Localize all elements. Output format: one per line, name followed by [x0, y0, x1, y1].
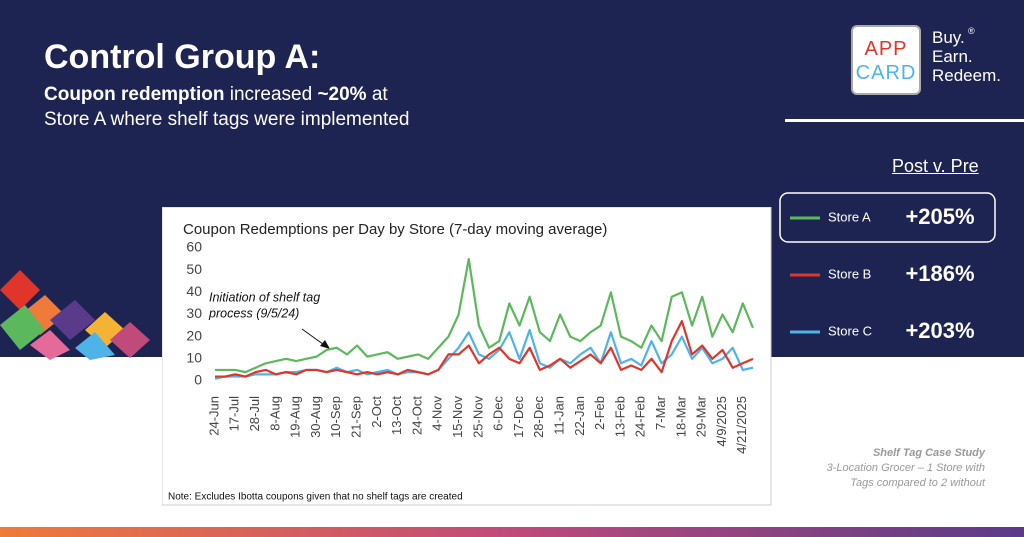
annotation: Initiation of shelf tag	[209, 290, 320, 304]
title: Control Group A:	[44, 38, 321, 76]
x-tick-label: 10-Sep	[328, 396, 343, 438]
x-tick-label: 4-Nov	[430, 396, 445, 431]
x-tick-label: 17-Jul	[227, 396, 242, 432]
x-tick-label: 29-Mar	[694, 395, 709, 437]
highlight-box	[779, 192, 996, 243]
x-tick-label: 22-Jan	[572, 396, 587, 436]
tagline-line: Earn.	[932, 47, 973, 66]
chart-title: Coupon Redemptions per Day by Store (7-d…	[183, 221, 607, 238]
x-tick-label: 17-Dec	[511, 396, 526, 438]
x-tick-label: 24-Jun	[206, 396, 221, 436]
x-tick-label: 21-Sep	[349, 396, 364, 438]
y-tick-label: 50	[186, 261, 202, 277]
y-tick-label: 20	[186, 327, 202, 343]
summary: Store A +205% Store B +186% Store C +203%	[779, 192, 996, 343]
x-tick-label: 15-Nov	[450, 396, 465, 438]
tagline: Buy. Earn. Redeem.	[932, 28, 1001, 85]
arrow-head	[320, 340, 330, 349]
subtitle-part: increased	[224, 84, 318, 105]
x-tick-label: 13-Oct	[389, 396, 404, 435]
footer-title: Shelf Tag Case Study	[872, 447, 985, 459]
footer-line: 3-Location Grocer – 1 Store with	[826, 462, 985, 474]
x-tick-label: 11-Jan	[552, 396, 567, 435]
tagline-line: Buy.	[932, 28, 965, 47]
y-tick-label: 40	[186, 283, 202, 299]
chart: Coupon Redemptions per Day by Store (7-d…	[162, 207, 772, 506]
chart-note: Note: Excludes Ibotta coupons given that…	[168, 492, 463, 503]
series-line	[215, 320, 754, 378]
x-tick-label: 6-Dec	[491, 396, 506, 431]
footer-note: Shelf Tag Case Study 3-Location Grocer –…	[827, 446, 985, 491]
divider	[785, 119, 1024, 122]
x-tick-label: 24-Oct	[409, 396, 424, 435]
series-line	[215, 257, 754, 374]
x-tick-label: 25-Nov	[470, 396, 485, 438]
x-tick-label: 24-Feb	[633, 396, 648, 437]
y-tick-label: 0	[194, 372, 202, 388]
y-tick-label: 10	[186, 350, 202, 366]
logo-line: CARD	[855, 62, 917, 84]
x-tick-label: 7-Mar	[653, 395, 668, 430]
subtitle-part: Coupon redemption	[44, 84, 225, 105]
x-tick-label: 19-Aug	[288, 396, 303, 438]
legend-label: Store C	[828, 323, 872, 338]
y-tick-label: 30	[186, 305, 202, 321]
x-tick-label: 8-Aug	[267, 396, 282, 431]
x-tick-label: 30-Aug	[308, 396, 323, 438]
subtitle-part: at Store A where shelf tags were impleme…	[44, 84, 410, 130]
subtitle: Coupon redemption increased ~20% at Stor…	[44, 82, 424, 132]
x-tick-label: 18-Mar	[673, 395, 688, 437]
logo-line: APP	[864, 38, 908, 60]
mosaic	[0, 270, 150, 360]
x-tick-label: 2-Feb	[592, 396, 607, 430]
summary-title: Post v. Pre	[892, 156, 979, 176]
bottom-bar	[0, 527, 1024, 537]
legend-label: Store A	[828, 209, 871, 224]
change-value: +205%	[905, 204, 974, 229]
footer-line: Tags compared to 2 without	[850, 477, 985, 489]
change-value: +203%	[905, 318, 974, 343]
registered-mark: ®	[968, 26, 975, 36]
tagline-line: Redeem.	[932, 66, 1001, 85]
x-tick-label: 13-Feb	[612, 396, 627, 437]
x-tick-label: 2-Oct	[369, 396, 384, 428]
change-value: +186%	[905, 261, 974, 286]
chart-box	[162, 207, 772, 506]
y-tick-label: 60	[186, 239, 202, 255]
legend-label: Store B	[828, 266, 871, 281]
x-tick-label: 28-Dec	[531, 396, 546, 438]
x-tick-label: 4/21/2025	[734, 396, 749, 454]
annotation: process (9/5/24)	[208, 306, 299, 320]
x-tick-label: 28-Jul	[247, 396, 262, 432]
subtitle-part: ~20%	[317, 84, 367, 105]
x-tick-label: 4/9/2025	[714, 396, 729, 447]
logo: APP CARD	[851, 25, 921, 95]
